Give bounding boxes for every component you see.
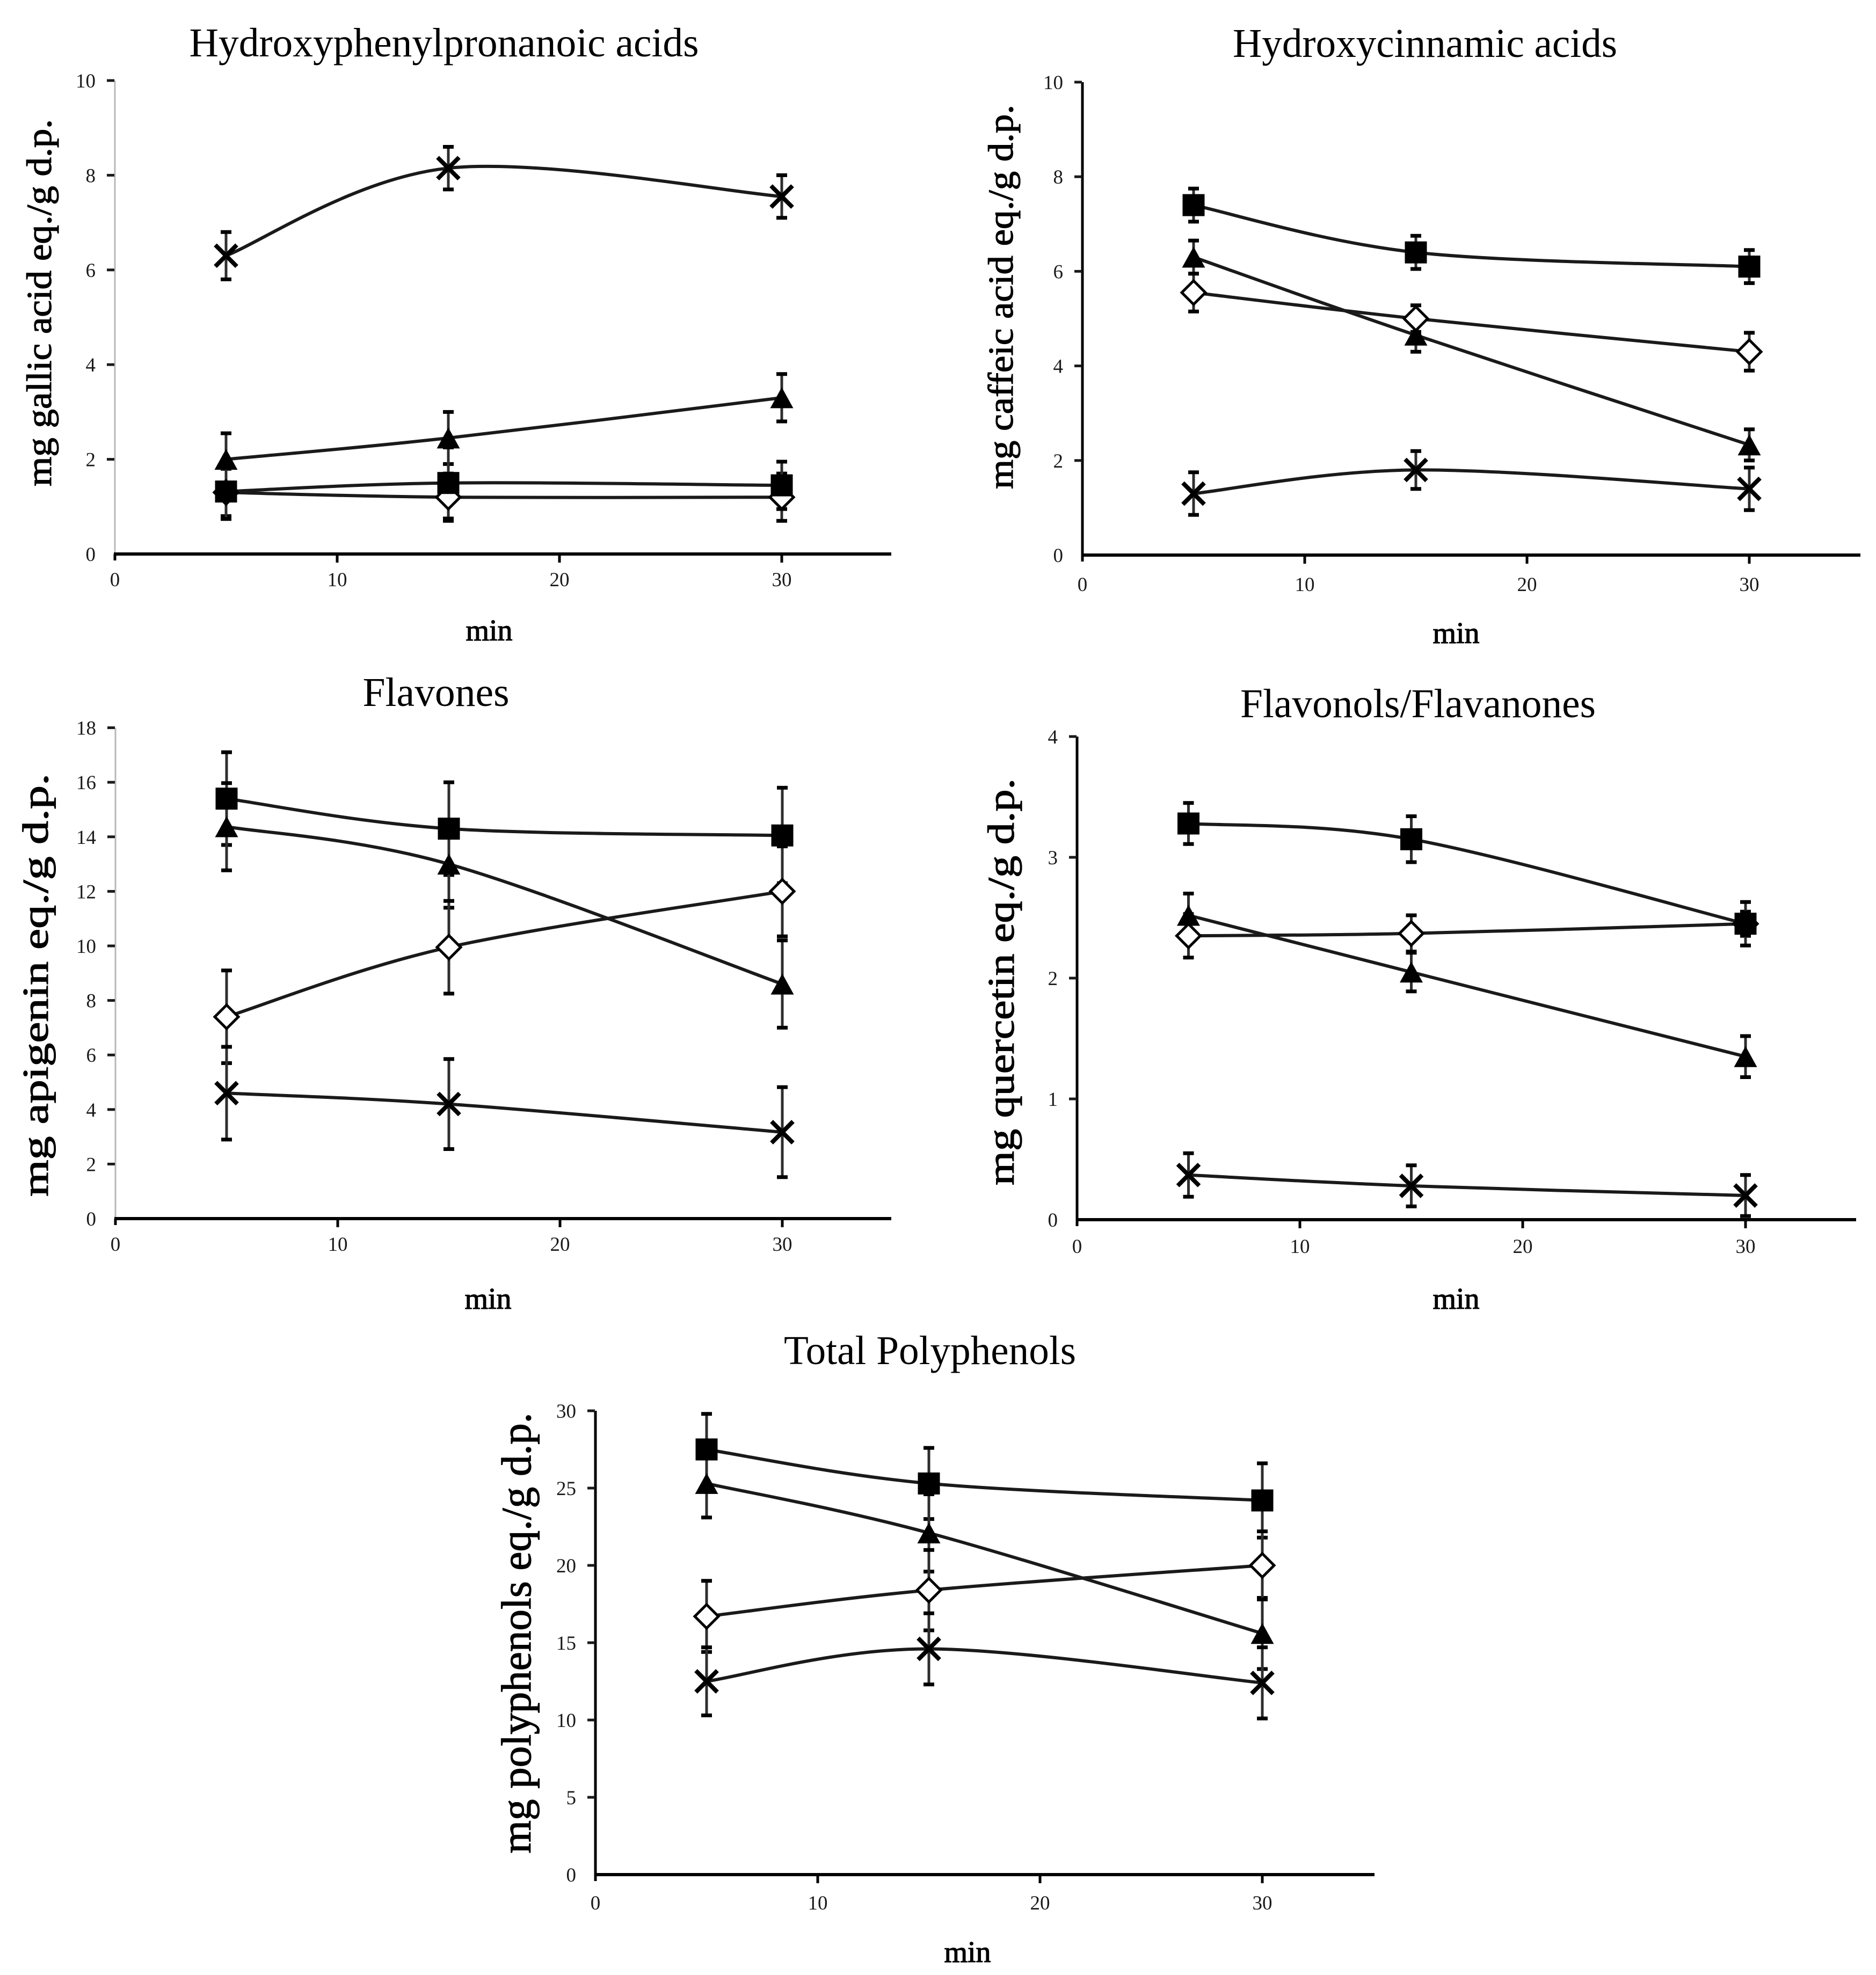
svg-text:8: 8: [86, 165, 96, 187]
svg-text:10: 10: [808, 1892, 828, 1914]
svg-text:20: 20: [556, 1555, 576, 1577]
svg-text:Flavonols/Flavanones: Flavonols/Flavanones: [1240, 681, 1596, 726]
svg-text:30: 30: [1740, 574, 1759, 596]
svg-text:Flavones: Flavones: [363, 670, 510, 715]
svg-text:10: 10: [328, 569, 347, 591]
svg-text:10: 10: [1290, 1236, 1310, 1258]
svg-text:16: 16: [76, 772, 96, 794]
svg-text:6: 6: [1053, 261, 1064, 283]
svg-text:4: 4: [86, 1099, 97, 1121]
svg-text:6: 6: [86, 1045, 97, 1067]
svg-text:30: 30: [772, 569, 792, 591]
svg-text:0: 0: [591, 1892, 601, 1914]
svg-text:4: 4: [1048, 726, 1058, 748]
svg-text:10: 10: [76, 936, 96, 958]
svg-text:20: 20: [550, 569, 570, 591]
svg-text:15: 15: [556, 1633, 576, 1655]
svg-text:0: 0: [86, 544, 96, 566]
svg-text:1: 1: [1048, 1089, 1058, 1111]
svg-text:4: 4: [1053, 356, 1064, 378]
svg-text:25: 25: [556, 1478, 576, 1500]
svg-text:min: min: [464, 1282, 511, 1316]
svg-text:20: 20: [1517, 574, 1537, 596]
svg-text:0: 0: [111, 1234, 121, 1256]
svg-text:mg polyphenols eq./g d.p.: mg polyphenols eq./g d.p.: [493, 1413, 540, 1854]
svg-text:10: 10: [556, 1710, 576, 1732]
svg-text:min: min: [1433, 1282, 1479, 1316]
svg-text:0: 0: [1078, 574, 1088, 596]
svg-text:30: 30: [1736, 1236, 1756, 1258]
svg-text:Total Polyphenols: Total Polyphenols: [784, 1328, 1076, 1373]
svg-text:20: 20: [1030, 1892, 1050, 1914]
svg-text:30: 30: [556, 1401, 576, 1423]
svg-text:Hydroxyphenylpronanoic acids: Hydroxyphenylpronanoic acids: [190, 20, 699, 65]
svg-text:8: 8: [86, 990, 97, 1012]
svg-text:20: 20: [550, 1234, 570, 1256]
svg-text:6: 6: [86, 260, 96, 282]
svg-text:18: 18: [76, 718, 96, 740]
svg-text:10: 10: [1295, 574, 1315, 596]
svg-text:mg gallic acid eq./g d.p.: mg gallic acid eq./g d.p.: [20, 119, 59, 486]
svg-text:Hydroxycinnamic acids: Hydroxycinnamic acids: [1233, 21, 1617, 66]
svg-text:20: 20: [1513, 1236, 1533, 1258]
svg-text:2: 2: [1053, 450, 1064, 472]
svg-text:0: 0: [1072, 1236, 1082, 1258]
svg-text:0: 0: [1053, 545, 1064, 567]
svg-text:5: 5: [566, 1787, 577, 1809]
svg-text:mg quercetin eq./g d.p.: mg quercetin eq./g d.p.: [981, 778, 1022, 1185]
svg-text:14: 14: [76, 827, 96, 849]
svg-text:0: 0: [110, 569, 120, 591]
svg-text:4: 4: [86, 354, 96, 376]
svg-text:0: 0: [566, 1864, 577, 1886]
svg-text:mg apigenin eq./g d.p.: mg apigenin eq./g d.p.: [15, 774, 56, 1197]
svg-text:30: 30: [1253, 1892, 1273, 1914]
svg-text:30: 30: [773, 1234, 792, 1256]
svg-text:min: min: [1433, 617, 1479, 650]
svg-text:0: 0: [1048, 1209, 1058, 1231]
svg-text:3: 3: [1048, 847, 1058, 869]
svg-text:12: 12: [76, 881, 96, 903]
svg-text:min: min: [466, 614, 512, 647]
svg-text:8: 8: [1053, 166, 1064, 188]
svg-text:mg caffeic acid eq./g d.p.: mg caffeic acid eq./g d.p.: [981, 105, 1021, 489]
svg-text:10: 10: [76, 70, 96, 92]
svg-text:2: 2: [86, 1154, 97, 1176]
svg-text:10: 10: [1043, 72, 1063, 94]
svg-text:10: 10: [328, 1234, 348, 1256]
svg-text:min: min: [944, 1936, 991, 1969]
svg-text:2: 2: [86, 449, 96, 471]
svg-text:0: 0: [86, 1208, 97, 1230]
svg-text:2: 2: [1048, 968, 1058, 990]
